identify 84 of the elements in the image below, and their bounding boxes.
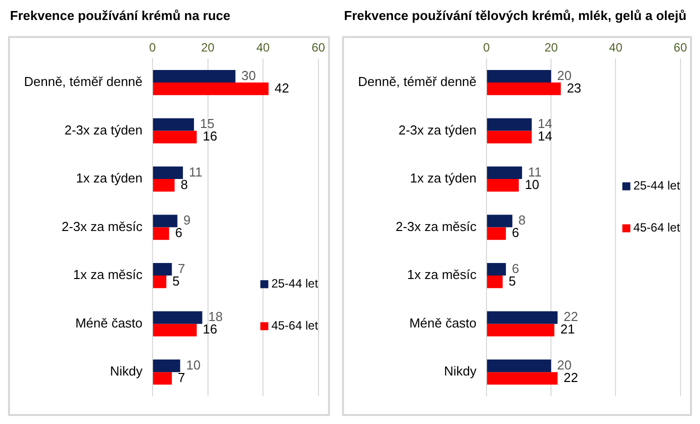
data-label: 5 — [508, 273, 516, 288]
bar — [487, 82, 561, 96]
bar — [487, 311, 558, 324]
bar — [487, 179, 519, 192]
x-tick-label: 0 — [483, 40, 490, 55]
legend-label: 25-44 let — [633, 178, 681, 193]
data-label: 20 — [557, 357, 572, 372]
y-tick-label: 1x za měsíc — [73, 267, 144, 282]
bar — [153, 311, 202, 324]
bar — [153, 130, 197, 144]
bar — [487, 214, 512, 228]
data-label: 20 — [557, 68, 572, 83]
data-label: 30 — [241, 68, 256, 83]
bar — [487, 166, 522, 180]
y-tick-label: 2-3x za týden — [398, 122, 477, 138]
bar — [153, 82, 269, 96]
data-label: 11 — [188, 164, 202, 180]
bar — [487, 263, 506, 276]
data-label: 15 — [200, 116, 214, 132]
bar — [153, 166, 183, 180]
bar — [153, 214, 178, 228]
x-tick-label: 40 — [256, 40, 270, 55]
bar — [487, 227, 506, 240]
data-label: 42 — [274, 80, 290, 96]
x-tick-label: 20 — [544, 40, 558, 55]
data-label: 18 — [208, 309, 223, 324]
bar — [153, 276, 166, 288]
y-tick-label: Denně, téměř denně — [358, 74, 477, 90]
data-label: 7 — [178, 260, 186, 276]
chart-title: Frekvence používání krémů na ruce — [9, 8, 232, 25]
y-tick-label: Méně často — [75, 315, 143, 330]
data-label: 16 — [202, 128, 218, 144]
bar — [487, 360, 552, 372]
y-tick-label: 1x za týden — [410, 170, 477, 186]
y-tick-label: 2-3x za měsíc — [62, 218, 144, 234]
bar — [153, 179, 175, 192]
y-tick-label: Nikdy — [110, 364, 144, 379]
x-tick-label: 60 — [674, 40, 688, 55]
data-label: 6 — [512, 260, 520, 276]
data-label: 8 — [518, 212, 526, 228]
y-tick-label: 1x za týden — [76, 170, 143, 186]
y-tick-label: Nikdy — [444, 364, 478, 379]
data-label: 22 — [564, 309, 578, 324]
y-tick-label: 2-3x za měsíc — [396, 218, 478, 234]
bar — [487, 276, 503, 288]
data-label: 5 — [172, 273, 180, 288]
data-label: 14 — [538, 128, 552, 144]
data-label: 10 — [524, 176, 540, 192]
legend-label: 45-64 let — [271, 318, 319, 333]
data-label: 7 — [178, 370, 186, 385]
data-label: 23 — [566, 80, 582, 96]
y-tick-label: Denně, téměř denně — [24, 74, 143, 90]
bar — [153, 263, 172, 276]
data-label: 8 — [180, 176, 188, 192]
bar — [153, 324, 197, 336]
data-label: 6 — [512, 225, 520, 240]
y-tick-label: Méně často — [409, 315, 477, 330]
data-label: 14 — [538, 116, 552, 132]
x-tick-label: 40 — [609, 40, 623, 55]
y-tick-label: 2-3x za týden — [64, 122, 143, 138]
data-label: 9 — [183, 212, 191, 228]
legend-label: 45-64 let — [633, 220, 681, 235]
bar — [153, 372, 172, 385]
bar — [487, 118, 532, 131]
x-tick-label: 20 — [201, 40, 215, 55]
bar — [487, 372, 558, 385]
legend-label: 25-44 let — [271, 276, 319, 291]
data-label: 22 — [564, 370, 578, 385]
bar — [153, 227, 170, 240]
bar — [487, 70, 552, 83]
data-label: 16 — [202, 322, 218, 337]
bar — [487, 130, 532, 144]
bar — [153, 360, 180, 372]
data-label: 10 — [186, 357, 201, 372]
chart-title: Frekvence používání tělových krémů, mlék, gelů a olejů — [343, 8, 688, 25]
x-tick-label: 60 — [312, 40, 326, 55]
data-label: 21 — [560, 322, 575, 337]
bar — [153, 70, 236, 83]
y-tick-label: 1x za měsíc — [407, 267, 478, 282]
x-tick-label: 0 — [149, 40, 156, 55]
bar — [153, 118, 194, 131]
data-label: 11 — [528, 164, 542, 180]
bar — [487, 324, 554, 336]
data-label: 6 — [175, 225, 182, 240]
